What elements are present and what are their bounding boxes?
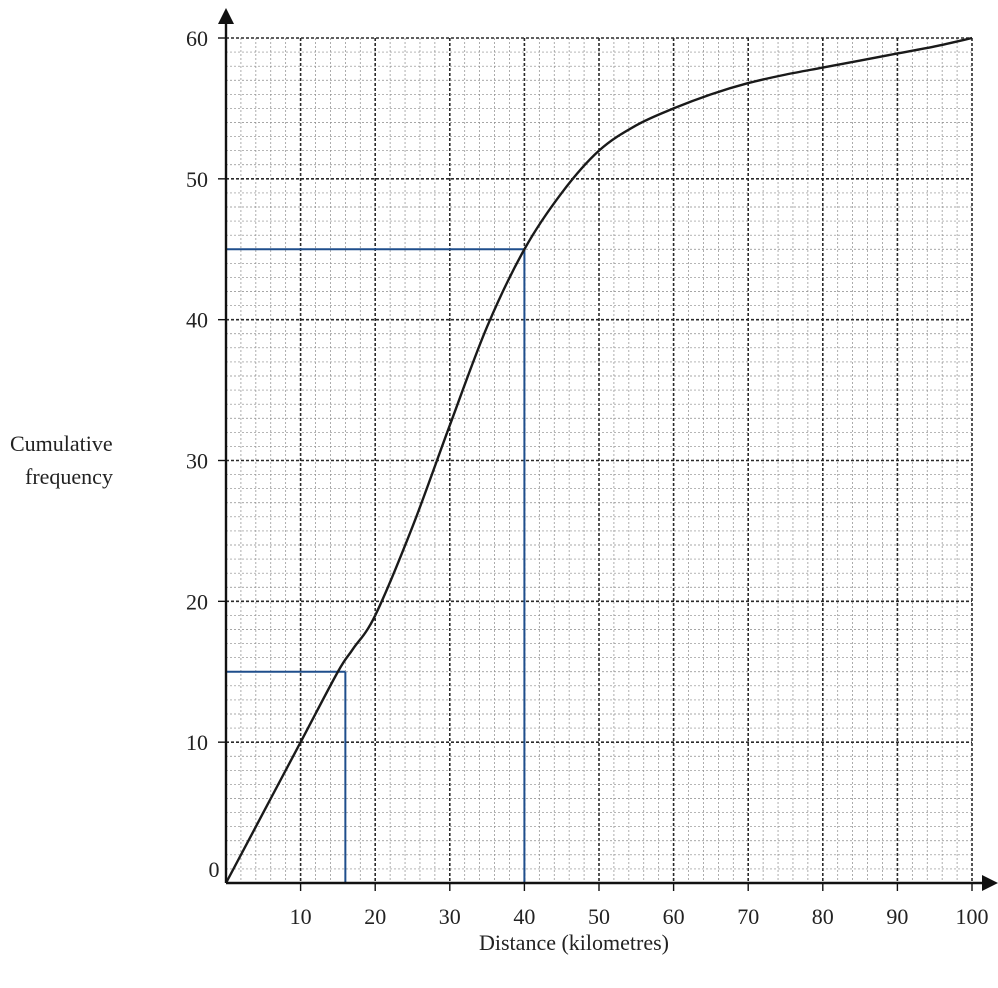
axes (218, 8, 998, 891)
tick-labels: 10 20 30 40 50 60 70 80 90 100 10 20 30 40 50 60 (186, 26, 989, 929)
curve-layer (224, 36, 973, 884)
x-tick-label: 20 (364, 904, 386, 929)
x-tick-label: 80 (812, 904, 834, 929)
x-tick-label: 40 (513, 904, 535, 929)
y-axis-arrow-icon (218, 8, 234, 24)
x-tick-label: 100 (956, 904, 989, 929)
x-tick-label: 90 (886, 904, 908, 929)
x-tick-label: 50 (588, 904, 610, 929)
x-tick-label: 30 (439, 904, 461, 929)
reading-lines (226, 248, 526, 883)
x-tick-label: 10 (290, 904, 312, 929)
y-axis-title-line2: frequency (25, 464, 113, 489)
y-tick-label: 50 (186, 167, 208, 192)
x-tick-label: 60 (663, 904, 685, 929)
x-tick-label: 70 (737, 904, 759, 929)
y-axis-title-line1: Cumulative (10, 431, 113, 456)
grid (225, 37, 973, 884)
y-tick-label: 40 (186, 308, 208, 333)
y-tick-label: 10 (186, 730, 208, 755)
y-tick-label: 20 (186, 589, 208, 614)
y-tick-label: 30 (186, 449, 208, 474)
cumulative-frequency-curve (224, 36, 973, 884)
y-tick-label: 60 (186, 26, 208, 51)
origin-label: 0 (209, 857, 220, 882)
x-axis-title: Distance (kilometres) (479, 930, 669, 955)
x-axis-arrow-icon (982, 875, 998, 891)
